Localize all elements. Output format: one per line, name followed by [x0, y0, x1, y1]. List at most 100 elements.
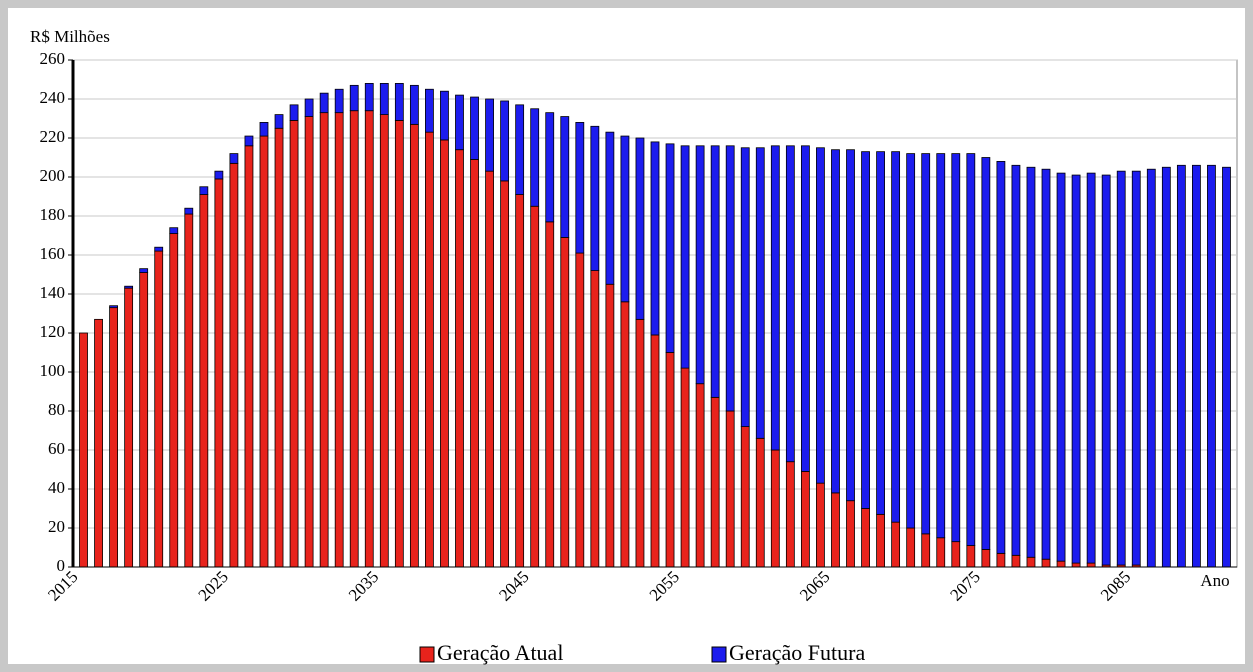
bar-segment	[515, 194, 525, 568]
y-tick-label: 160	[40, 244, 66, 263]
bar-segment	[274, 114, 284, 129]
bar-segment	[846, 500, 855, 568]
y-tick-label: 100	[40, 361, 66, 380]
y-tick-label: 140	[40, 283, 66, 302]
bar-segment	[139, 268, 149, 273]
bar-segment	[1026, 556, 1036, 568]
bar-segment	[394, 120, 404, 568]
bar-segment	[184, 207, 194, 215]
bar-segment	[229, 162, 239, 568]
bar-segment	[334, 112, 344, 568]
y-axis-label: R$ Milhões	[30, 27, 110, 46]
bar-segment	[349, 110, 359, 568]
bar-segment	[906, 153, 916, 529]
bar-segment	[951, 541, 961, 568]
bar-segment	[1146, 168, 1156, 568]
bar-segment	[725, 145, 735, 412]
bar-segment	[981, 157, 991, 550]
bar-segment	[545, 221, 555, 568]
bar-segment	[409, 123, 419, 568]
bar-segment	[289, 104, 299, 121]
bar-segment	[304, 116, 314, 568]
y-tick-label: 40	[48, 478, 65, 497]
bar-segment	[665, 143, 675, 353]
bar-segment	[545, 112, 555, 223]
bar-segment	[1116, 170, 1126, 566]
bar-segment	[169, 227, 179, 234]
bar-segment	[710, 396, 720, 568]
bar-segment	[575, 122, 585, 254]
bar-segment	[319, 112, 329, 568]
bar-segment	[785, 145, 795, 463]
legend-swatch	[711, 646, 727, 663]
bar-segment	[1222, 166, 1231, 568]
bar-segment	[289, 120, 299, 568]
bar-segment	[184, 213, 194, 568]
bar-segment	[981, 549, 991, 568]
bar-segment	[109, 305, 118, 309]
bar-segment	[379, 114, 389, 568]
bar-segment	[1041, 168, 1051, 560]
bar-segment	[1086, 172, 1096, 564]
bar-segment	[605, 131, 615, 285]
bar-segment	[364, 110, 374, 568]
bar-segment	[124, 285, 134, 289]
bar-segment	[800, 145, 810, 472]
y-tick-label: 20	[48, 517, 65, 536]
bar-segment	[1071, 174, 1081, 564]
bar-segment	[244, 145, 254, 568]
bar-segment	[500, 180, 510, 568]
bar-segment	[244, 135, 254, 147]
bar-segment	[921, 153, 931, 535]
bar-segment	[680, 145, 690, 369]
bar-segment	[921, 533, 931, 568]
bar-segment	[800, 471, 810, 568]
bar-segment	[349, 84, 359, 112]
bar-segment	[740, 147, 750, 428]
bar-segment	[1011, 164, 1021, 556]
bar-segment	[650, 141, 660, 336]
bar-segment	[94, 318, 103, 568]
bar-segment	[755, 147, 765, 439]
bar-segment	[770, 449, 780, 568]
bar-segment	[996, 552, 1006, 568]
bar-segment	[650, 334, 660, 568]
bar-segment	[1192, 164, 1201, 568]
y-tick-label: 180	[40, 205, 66, 224]
bar-segment	[560, 237, 570, 568]
bar-segment	[1041, 558, 1051, 568]
bar-segment	[425, 88, 434, 133]
bar-segment	[936, 537, 946, 568]
bar-segment	[740, 426, 750, 568]
legend-swatch	[419, 646, 435, 663]
bar-segment	[304, 98, 314, 117]
bar-segment	[831, 492, 840, 568]
bar-segment	[590, 125, 600, 272]
bar-segment	[575, 252, 585, 568]
bar-segment	[364, 83, 374, 112]
bar-segment	[620, 301, 630, 568]
bar-segment	[1056, 560, 1066, 568]
bar-segment	[1161, 166, 1171, 568]
bar-segment	[770, 145, 780, 451]
bar-segment	[560, 116, 570, 238]
bar-segment	[139, 272, 149, 568]
bar-segment	[906, 527, 916, 568]
bar-segment	[515, 104, 525, 195]
bar-segment	[966, 545, 976, 568]
bar-segment	[530, 108, 540, 207]
bar-segment	[695, 383, 705, 568]
bar-segment	[319, 92, 329, 114]
bar-segment	[725, 410, 735, 568]
bar-segment	[1056, 172, 1066, 562]
bar-segment	[1207, 164, 1216, 568]
bar-segment	[876, 151, 885, 515]
bar-segment	[695, 145, 705, 385]
bar-segment	[876, 513, 885, 568]
bar-segment	[259, 135, 269, 568]
bar-segment	[936, 153, 946, 539]
bar-segment	[214, 170, 224, 180]
legend-label: Geração Atual	[437, 640, 563, 665]
bar-segment	[1086, 562, 1096, 568]
